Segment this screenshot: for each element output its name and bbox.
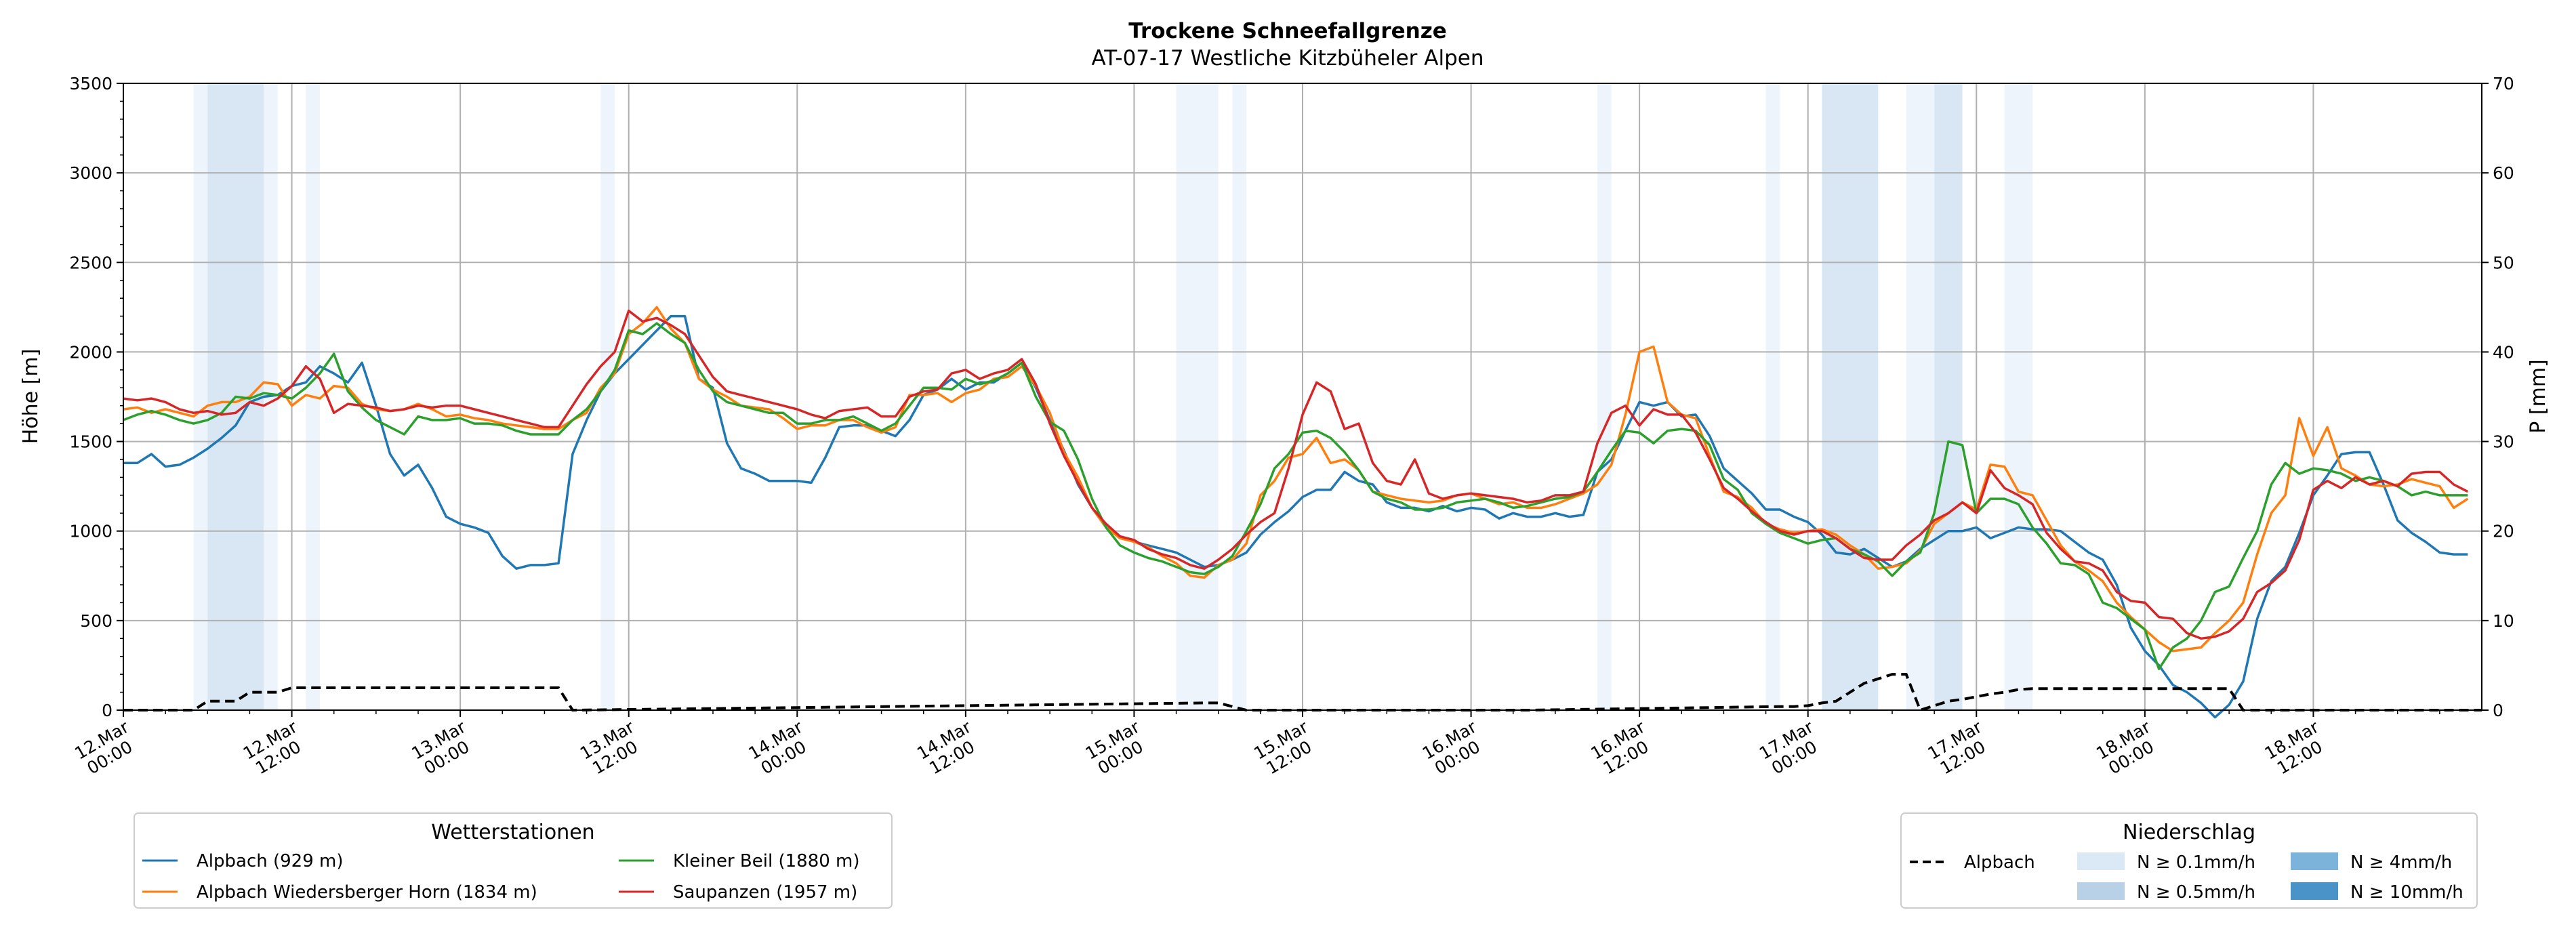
legend-label-precip-alpbach: Alpbach xyxy=(1964,852,2035,873)
legend-swatch-n10 xyxy=(2291,882,2338,900)
precip-band-7 xyxy=(1597,83,1612,710)
y-tick-label-4: 2000 xyxy=(69,342,113,362)
chart-subtitle: AT-07-17 Westliche Kitzbüheler Alpen xyxy=(1092,46,1484,70)
precip-band-6 xyxy=(1232,83,1247,710)
y-axis-left: 0 500 1000 1500 2000 2500 3000 3500 xyxy=(69,74,123,720)
y2-tick-label-5: 50 xyxy=(2493,253,2514,272)
y2-tick-label-6: 60 xyxy=(2493,163,2514,183)
series-line-1 xyxy=(123,306,2469,653)
legend-label-alpbach: Alpbach (929 m) xyxy=(197,851,344,871)
precip-band-8 xyxy=(1765,83,1780,710)
y2-tick-label-4: 40 xyxy=(2493,342,2514,362)
legend-stations-box xyxy=(134,812,893,909)
legend-swatch-n05 xyxy=(2077,882,2125,900)
legend-stations: Wetterstationen Alpbach (929 m) Alpbach … xyxy=(134,812,893,909)
legend-stations-title: Wetterstationen xyxy=(431,821,594,844)
precip-band-12 xyxy=(2004,83,2033,710)
legend-label-n01: N ≥ 0.1mm/h xyxy=(2137,852,2255,873)
legend-precipitation: Niederschlag Alpbach N ≥ 0.1mm/h N ≥ 0.5… xyxy=(1900,812,2478,909)
y-tick-label-3: 1500 xyxy=(69,432,113,452)
y-tick-label-0: 0 xyxy=(102,701,113,720)
y-tick-label-2: 1000 xyxy=(69,522,113,541)
legend-label-kleiner-beil: Kleiner Beil (1880 m) xyxy=(673,851,860,871)
precip-band-5 xyxy=(1176,83,1219,710)
y2-tick-label-2: 20 xyxy=(2493,522,2514,541)
precipitation-bands xyxy=(193,83,2033,710)
precip-band-10 xyxy=(1906,83,1935,710)
precip-line-alpbach xyxy=(123,673,2482,712)
precip-band-9 xyxy=(1822,83,1879,710)
series-line-2 xyxy=(123,322,2468,670)
legend-label-n10: N ≥ 10mm/h xyxy=(2350,882,2463,903)
plot-series xyxy=(123,306,2482,719)
y2-tick-label-0: 0 xyxy=(2493,701,2503,720)
legend-swatch-n01 xyxy=(2077,852,2125,870)
y-tick-label-6: 3000 xyxy=(69,163,113,183)
y2-axis-label: P [mm] xyxy=(2527,359,2550,433)
precip-band-11 xyxy=(1934,83,1963,710)
y-axis-right: 0 10 20 30 40 50 60 70 xyxy=(2482,74,2514,720)
legend-label-saupanzen: Saupanzen (1957 m) xyxy=(673,882,857,903)
series-line-3 xyxy=(123,309,2469,640)
legend-label-n05: N ≥ 0.5mm/h xyxy=(2137,882,2255,903)
chart-title: Trockene Schneefallgrenze xyxy=(1128,19,1447,43)
series-line-0 xyxy=(123,314,2468,719)
y-tick-label-5: 2500 xyxy=(69,253,113,272)
precip-band-0 xyxy=(193,83,208,710)
y-axis-label: Höhe [m] xyxy=(19,349,43,445)
y2-tick-label-1: 10 xyxy=(2493,611,2514,631)
legend-label-n4: N ≥ 4mm/h xyxy=(2350,852,2452,873)
legend-swatch-n4 xyxy=(2291,852,2338,870)
y-tick-label-7: 3500 xyxy=(69,74,113,94)
y2-tick-label-7: 70 xyxy=(2493,74,2514,94)
precip-band-4 xyxy=(600,83,615,710)
legend-precipitation-title: Niederschlag xyxy=(2123,821,2255,844)
y2-tick-label-3: 30 xyxy=(2493,432,2514,452)
y-tick-label-1: 500 xyxy=(80,611,113,631)
legend-label-wiedersberger-horn: Alpbach Wiedersberger Horn (1834 m) xyxy=(197,882,537,903)
